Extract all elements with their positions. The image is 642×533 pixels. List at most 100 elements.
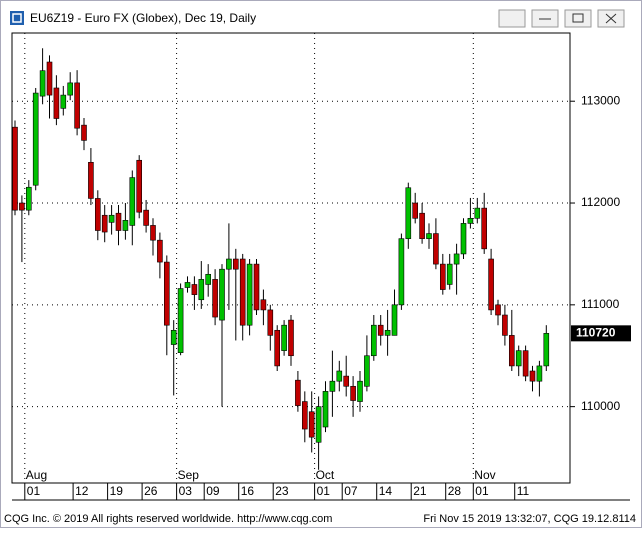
plot-area bbox=[11, 32, 571, 484]
candle-body bbox=[364, 355, 370, 387]
candle-body bbox=[253, 263, 260, 311]
candle-body bbox=[329, 380, 336, 392]
candle-body bbox=[164, 261, 170, 326]
candle-body bbox=[191, 284, 198, 295]
month-label: Aug bbox=[26, 468, 47, 482]
candle-body bbox=[122, 220, 129, 231]
candle-body bbox=[357, 380, 363, 402]
candle-body bbox=[46, 61, 53, 96]
x-tick-label: 11 bbox=[517, 484, 530, 498]
candle-body bbox=[74, 82, 80, 129]
window-title: EU6Z19 - Euro FX (Globex), Dec 19, Daily bbox=[30, 11, 256, 25]
plot: 110000 111000 112000 113000 01 Aug 12 19 26 03 Sep… bbox=[12, 33, 631, 500]
x-tick-label: 01 bbox=[317, 484, 331, 498]
candle-body bbox=[377, 324, 384, 336]
candle-body bbox=[157, 239, 163, 263]
x-tick-label: 09 bbox=[206, 484, 220, 498]
x-tick-label: 01 bbox=[475, 484, 489, 498]
candle-body bbox=[384, 329, 391, 336]
x-tick-label: 23 bbox=[275, 484, 289, 498]
month-label: Nov bbox=[474, 468, 495, 482]
candle-body bbox=[19, 202, 25, 211]
candle-body bbox=[295, 379, 301, 406]
candle-body bbox=[274, 329, 281, 367]
candle-body bbox=[246, 263, 253, 326]
candle-body bbox=[267, 309, 274, 336]
x-tick-label: 01 bbox=[27, 484, 41, 498]
restore-button[interactable] bbox=[564, 9, 592, 28]
footer-right: Fri Nov 15 2019 13:32:07, CQG 19.12.8114 bbox=[423, 513, 636, 525]
candle-body bbox=[108, 214, 115, 223]
candle-body bbox=[446, 263, 453, 285]
candle-body bbox=[474, 207, 481, 219]
x-tick-label: 26 bbox=[144, 484, 158, 498]
candle-body bbox=[350, 385, 356, 401]
candle-body bbox=[198, 279, 205, 301]
candle-body bbox=[170, 329, 177, 345]
candle-body bbox=[308, 411, 315, 438]
candle-body bbox=[398, 238, 405, 306]
candle-body bbox=[426, 233, 432, 239]
candle-body bbox=[226, 258, 232, 270]
candle-body bbox=[481, 207, 488, 250]
candle-body bbox=[12, 126, 18, 211]
candle-body bbox=[391, 304, 398, 336]
candle-body bbox=[419, 212, 425, 239]
candle-body bbox=[433, 233, 439, 265]
candle-body bbox=[88, 161, 94, 199]
candle-body bbox=[543, 333, 550, 367]
candle-body bbox=[412, 202, 419, 219]
candle-body bbox=[502, 314, 508, 336]
candle-body bbox=[488, 258, 494, 311]
candle-body bbox=[67, 82, 73, 96]
candle-body bbox=[81, 124, 87, 141]
candle-body bbox=[508, 335, 515, 367]
candle-body bbox=[184, 282, 191, 288]
candle-body bbox=[336, 370, 343, 382]
candle-body bbox=[529, 370, 536, 382]
candle-body bbox=[315, 406, 322, 443]
candle-body bbox=[405, 187, 412, 239]
candle-body bbox=[288, 319, 294, 357]
x-tick-label: 28 bbox=[448, 484, 462, 498]
link-button[interactable] bbox=[498, 9, 526, 28]
candle-body bbox=[129, 177, 136, 226]
candle-body bbox=[212, 279, 218, 318]
candle-body bbox=[32, 92, 39, 186]
app-icon bbox=[10, 11, 24, 25]
candle-body bbox=[322, 391, 329, 428]
app-icon-glyph bbox=[12, 13, 22, 23]
x-tick-label: 12 bbox=[75, 484, 89, 498]
candle-body bbox=[136, 159, 142, 213]
candle-body bbox=[95, 198, 101, 231]
candle-body bbox=[219, 268, 225, 321]
candle-body bbox=[233, 258, 239, 270]
last-price-label: 110720 bbox=[576, 326, 616, 340]
candle-body bbox=[460, 223, 467, 255]
candle-body bbox=[260, 299, 267, 311]
y-tick-label: 111000 bbox=[581, 297, 620, 311]
candle-body bbox=[39, 70, 46, 97]
candle-body bbox=[281, 324, 287, 351]
x-tick-label: 19 bbox=[110, 484, 124, 498]
close-glyph bbox=[605, 13, 617, 24]
x-tick-label: 07 bbox=[344, 484, 358, 498]
candle-body bbox=[515, 350, 522, 367]
candle-body bbox=[25, 186, 32, 211]
restore-glyph bbox=[572, 13, 584, 23]
month-label: Oct bbox=[316, 468, 335, 482]
candle-body bbox=[467, 217, 474, 224]
candle-body bbox=[522, 350, 529, 377]
last-price-box bbox=[571, 325, 631, 342]
candle-body bbox=[143, 209, 149, 226]
candle-body bbox=[101, 214, 108, 233]
x-tick-label: 16 bbox=[241, 484, 255, 498]
candle-body bbox=[150, 225, 156, 241]
candle-body bbox=[53, 87, 60, 119]
y-tick-label: 112000 bbox=[581, 195, 620, 209]
candle-body bbox=[370, 324, 377, 357]
candle-body bbox=[205, 273, 211, 285]
x-tick-label: 21 bbox=[413, 484, 427, 498]
